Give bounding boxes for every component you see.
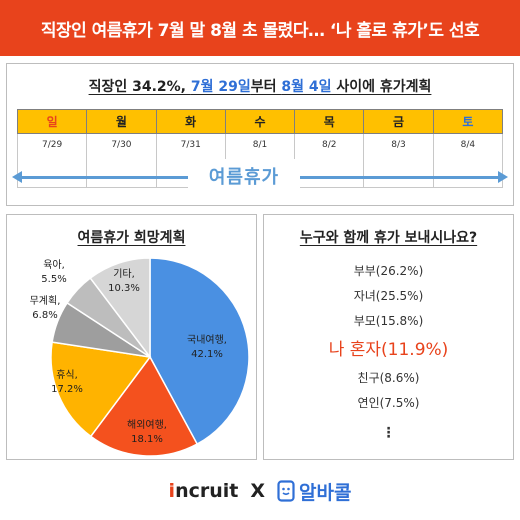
pie-label-value: 17.2% (51, 384, 83, 395)
title-mid: 부터 (250, 79, 282, 95)
incruit-logo-mark: i (168, 480, 176, 502)
pie-label-value: 5.5% (41, 274, 66, 285)
title-prefix: 직장인 34.2%, (88, 79, 191, 95)
vacation-plan-panel: 여름휴가 희망계획 국내여행, 42.1% 해외여행, 18.1% 휴식, 17.2% 무계… (6, 214, 257, 460)
companion-list: 부부(26.2%) 자녀(25.5%) 부모(15.8%) 나 혼자(11.9%… (264, 259, 513, 416)
ellipsis-icon: ⋮ (381, 425, 396, 441)
day-sun: 일 (16, 109, 88, 134)
vacation-period-title: 직장인 34.2%, 7월 29일부터 8월 4일 사이에 휴가계획 (7, 76, 513, 96)
pie-slice-2 (50, 341, 152, 438)
page-title: 직장인 여름휴가 7월 말 8월 초 몰렸다… ‘나 홀로 휴가’도 선호 (0, 0, 520, 56)
pie-label-category: 해외여행, (127, 418, 167, 431)
day-tue: 화 (155, 109, 226, 134)
incruit-logo: i ncruit (169, 480, 239, 502)
day-thu: 목 (294, 109, 365, 134)
companion-item-highlight: 나 혼자(11.9%) (328, 340, 449, 360)
day-sat: 토 (432, 109, 504, 134)
companion-item: 자녀(25.5%) (353, 289, 424, 303)
title-suffix: 사이에 휴가계획 (331, 79, 432, 95)
logo-separator: X (250, 480, 265, 502)
companion-item: 친구(8.6%) (357, 371, 420, 385)
albacall-logo-text: 알바콜 (299, 481, 352, 504)
pie-label-value: 42.1% (191, 349, 223, 360)
pie-chart-title: 여름휴가 희망계획 (77, 230, 186, 246)
companion-item: 부모(15.8%) (353, 314, 424, 328)
arrow-right-head (498, 171, 508, 183)
vacation-label: 여름휴가 (188, 159, 300, 193)
pie-label-category: 무계획, (30, 295, 61, 307)
pie-label-category: 기타, (113, 268, 135, 280)
companion-item: 연인(7.5%) (357, 396, 420, 410)
pie-label-category: 휴식, (56, 369, 78, 381)
pie-label-category: 국내여행, (187, 334, 227, 346)
companion-title: 누구와 함께 휴가 보내시나요? (299, 230, 478, 246)
pie-label-value: 18.1% (131, 434, 163, 445)
footer-logos: i ncruit X 알바콜 (0, 468, 520, 514)
companion-item: 부부(26.2%) (353, 264, 424, 278)
day-mon: 월 (86, 109, 157, 134)
pie-chart: 국내여행, 42.1% 해외여행, 18.1% 휴식, 17.2% 무계획, 6.8% 육아, 5… (30, 257, 250, 457)
incruit-logo-text: ncruit (175, 480, 239, 502)
day-wed: 수 (224, 109, 296, 134)
phone-icon (277, 480, 295, 502)
title-date-start: 7월 29일 (190, 79, 251, 95)
pie-slice-5 (89, 257, 151, 360)
day-fri: 금 (363, 109, 434, 134)
pie-slice-0 (149, 257, 250, 446)
arrow-left-head (12, 171, 22, 183)
title-date-end: 8월 4일 (281, 79, 332, 95)
companion-panel: 누구와 함께 휴가 보내시나요? 부부(26.2%) 자녀(25.5%) 부모(… (263, 214, 514, 460)
pie-label-category: 육아, (43, 259, 65, 271)
calendar-header-row: 일 월 화 수 목 금 토 (16, 109, 504, 134)
pie-label-value: 10.3% (108, 283, 140, 294)
albacall-logo: 알바콜 (277, 478, 351, 505)
pie-label-value: 6.8% (32, 310, 57, 321)
pie-slice-1 (89, 355, 199, 457)
